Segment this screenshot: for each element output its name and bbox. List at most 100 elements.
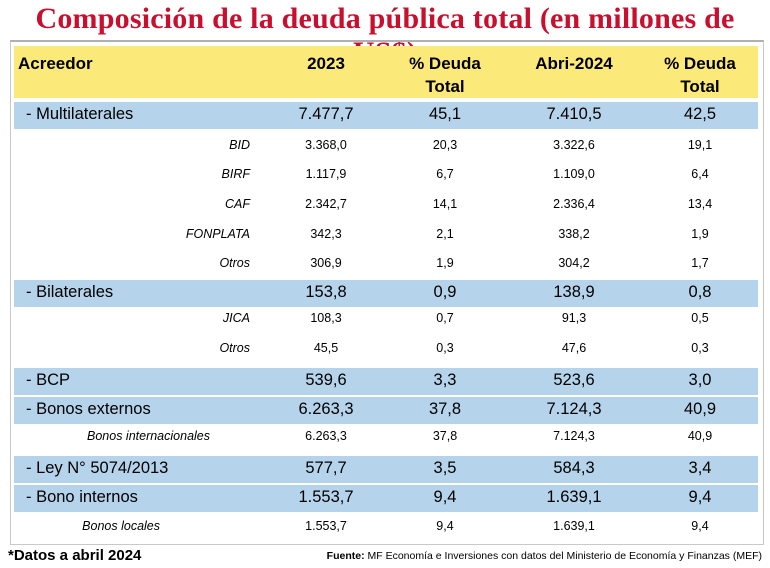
cell-pct-2023: 9,4: [433, 488, 457, 506]
row-label: Bonos locales: [82, 519, 160, 533]
cell-2024: 523,6: [553, 371, 595, 389]
source-label: Fuente:: [326, 550, 365, 562]
header-2023: 2023: [307, 54, 345, 73]
cell-pct-2024: 42,5: [683, 105, 717, 123]
source-note: Fuente: MF Economía e Inversiones con da…: [327, 550, 762, 562]
cell-2024: 91,3: [561, 311, 587, 325]
cell-2023: 577,7: [305, 459, 347, 477]
cell-2023: 7.477,7: [298, 105, 354, 123]
cell-pct-2023: 6,7: [436, 167, 454, 181]
cell-2024: 7.124,3: [546, 400, 602, 418]
cell-pct-2024: 6,4: [691, 167, 709, 181]
cell-pct-2024: 0,8: [688, 283, 712, 301]
header-pct-2024-line1: % Deuda: [664, 54, 736, 73]
cell-2023: 306,9: [310, 256, 342, 270]
row-label: - Bono internos: [26, 488, 138, 506]
table-row: Bonos locales 1.553,7 9,4 1.639,1 9,4: [14, 519, 758, 539]
row-label: BIRF: [221, 167, 250, 181]
table-row-group: - Ley N° 5074/2013 577,7 3,5 584,3 3,4: [14, 456, 758, 483]
row-label: Otros: [219, 341, 250, 355]
row-label: FONPLATA: [185, 227, 250, 241]
table-row-group: - BCP 539,6 3,3 523,6 3,0: [14, 368, 758, 395]
cell-pct-2024: 40,9: [683, 400, 717, 418]
table-row: BID 3.368,0 20,3 3.322,6 19,1: [14, 138, 758, 158]
row-label: BID: [229, 138, 250, 152]
cell-2024: 47,6: [561, 341, 587, 355]
source-text: MF Economía e Inversiones con datos del …: [367, 550, 763, 562]
header-pct-2024-line2: Total: [680, 77, 720, 96]
cell-2023: 108,3: [310, 311, 342, 325]
cell-2024: 338,2: [558, 227, 590, 241]
table-row: Bonos internacionales 6.263,3 37,8 7.124,3 4…: [14, 429, 758, 449]
cell-2024: 1.109,0: [553, 167, 595, 181]
cell-2023: 1.553,7: [305, 519, 347, 533]
cell-pct-2023: 0,3: [436, 341, 454, 355]
cell-pct-2023: 20,3: [432, 138, 458, 152]
row-label: Otros: [219, 256, 250, 270]
table-row-group: - Multilaterales 7.477,7 45,1 7.410,5 42,5: [14, 102, 758, 129]
header-2024: Abri-2024: [535, 54, 613, 73]
cell-2023: 153,8: [305, 283, 347, 301]
cell-pct-2024: 1,9: [691, 227, 709, 241]
cell-pct-2023: 3,3: [433, 371, 457, 389]
row-label: - Bonos externos: [26, 400, 151, 418]
header-pct-2023-line1: % Deuda: [409, 54, 481, 73]
row-label: - BCP: [26, 371, 71, 389]
cell-pct-2024: 9,4: [688, 488, 712, 506]
cell-2023: 342,3: [310, 227, 342, 241]
cell-pct-2023: 0,7: [436, 311, 454, 325]
table-row: FONPLATA 342,3 2,1 338,2 1,9: [14, 227, 758, 247]
table-row: CAF 2.342,7 14,1 2.336,4 13,4: [14, 197, 758, 217]
cell-2023: 539,6: [305, 371, 347, 389]
cell-2023: 3.368,0: [305, 138, 347, 152]
row-label: Bonos internacionales: [87, 429, 210, 443]
cell-pct-2024: 0,3: [691, 341, 709, 355]
cell-2023: 6.263,3: [305, 429, 347, 443]
cell-pct-2024: 1,7: [691, 256, 709, 270]
cell-2023: 2.342,7: [305, 197, 347, 211]
row-label: JICA: [222, 311, 250, 325]
table-row-group: - Bono internos 1.553,7 9,4 1.639,1 9,4: [14, 485, 758, 512]
cell-pct-2024: 9,4: [691, 519, 709, 533]
cell-2023: 6.263,3: [298, 400, 354, 418]
cell-2023: 1.553,7: [298, 488, 354, 506]
footnote: *Datos a abril 2024: [8, 547, 142, 564]
table-row-group: - Bonos externos 6.263,3 37,8 7.124,3 40,9: [14, 397, 758, 424]
cell-pct-2024: 13,4: [687, 197, 713, 211]
cell-pct-2023: 45,1: [428, 105, 462, 123]
cell-2024: 3.322,6: [553, 138, 595, 152]
cell-pct-2023: 1,9: [436, 256, 454, 270]
cell-2023: 45,5: [313, 341, 339, 355]
row-label: CAF: [225, 197, 250, 211]
cell-2024: 2.336,4: [553, 197, 595, 211]
cell-2024: 138,9: [553, 283, 595, 301]
row-label: - Bilaterales: [26, 283, 114, 301]
cell-pct-2024: 0,5: [691, 311, 709, 325]
cell-2023: 1.117,9: [305, 167, 347, 181]
cell-2024: 1.639,1: [553, 519, 595, 533]
cell-2024: 7.124,3: [553, 429, 595, 443]
table-row-group: - Bilaterales 153,8 0,9 138,9 0,8: [14, 280, 758, 307]
header-acreedor: Acreedor: [18, 54, 93, 73]
table-row: JICA 108,3 0,7 91,3 0,5: [14, 311, 758, 331]
cell-pct-2024: 19,1: [687, 138, 713, 152]
table-frame: [10, 40, 764, 545]
table-header: Acreedor 2023 % Deuda Total Abri-2024 % …: [14, 46, 758, 98]
cell-pct-2024: 3,0: [688, 371, 712, 389]
table-row: BIRF 1.117,9 6,7 1.109,0 6,4: [14, 167, 758, 187]
header-pct-2024: % Deuda Total: [650, 52, 750, 98]
table-row: Otros 306,9 1,9 304,2 1,7: [14, 256, 758, 276]
cell-2024: 1.639,1: [546, 488, 602, 506]
cell-pct-2023: 2,1: [436, 227, 454, 241]
cell-pct-2023: 0,9: [433, 283, 457, 301]
cell-pct-2023: 37,8: [428, 400, 462, 418]
cell-pct-2024: 40,9: [687, 429, 713, 443]
cell-2024: 304,2: [558, 256, 590, 270]
row-label: - Multilaterales: [26, 105, 134, 123]
cell-pct-2023: 37,8: [432, 429, 458, 443]
cell-pct-2023: 14,1: [432, 197, 458, 211]
table-row: Otros 45,5 0,3 47,6 0,3: [14, 341, 758, 361]
cell-pct-2024: 3,4: [688, 459, 712, 477]
header-pct-2023-line2: Total: [425, 77, 465, 96]
row-label: - Ley N° 5074/2013: [26, 459, 169, 477]
